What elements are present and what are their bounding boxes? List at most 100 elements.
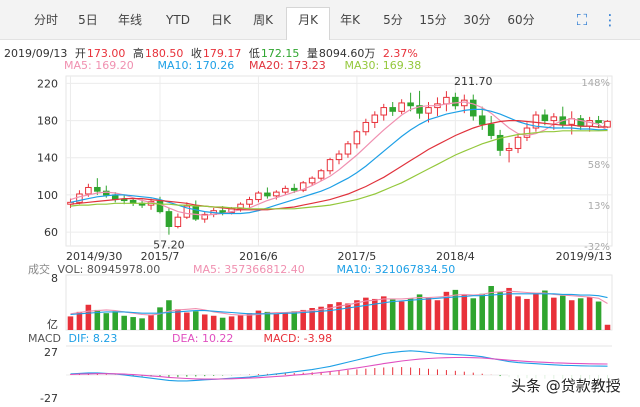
tab-9[interactable]: 15分 xyxy=(419,13,447,27)
volume-bar xyxy=(309,308,315,330)
tab-7[interactable]: 年K xyxy=(340,13,360,27)
candle-body xyxy=(559,116,567,125)
volume-bar xyxy=(542,290,548,330)
candle-body xyxy=(523,127,531,138)
volume-ticks: 8亿 xyxy=(47,272,58,331)
tab-4[interactable]: 日K xyxy=(211,13,231,27)
vol-ma10-legend: MA10: 321067834.50 xyxy=(336,263,456,276)
high-label: 高 xyxy=(132,47,144,60)
candle-body xyxy=(120,199,128,202)
volume-bar xyxy=(184,312,190,330)
candle-body xyxy=(76,193,83,203)
tab-11[interactable]: 60分 xyxy=(507,13,535,27)
volume-bar xyxy=(586,297,593,330)
low-value: 172.15 xyxy=(260,47,300,60)
tab-3[interactable]: YTD xyxy=(166,13,190,27)
open-value: 173.00 xyxy=(86,47,126,60)
price-y-ticks: 220 180 140 100 60 xyxy=(37,77,58,239)
candle-body xyxy=(264,192,271,197)
volume-bar xyxy=(291,311,298,330)
candle-body xyxy=(183,205,191,218)
volume-bar xyxy=(94,309,101,330)
volume-bar xyxy=(354,300,360,330)
volume-frame xyxy=(65,274,613,331)
volume-bar xyxy=(76,311,83,330)
settings-icon[interactable]: ⋮ xyxy=(602,11,618,29)
candle-body xyxy=(192,205,200,220)
quote-line: 2019/09/13 开173.00 高180.50 收179.17 低172.… xyxy=(4,45,422,61)
candle-body xyxy=(255,192,262,201)
candle-body xyxy=(407,102,414,107)
volume-bar xyxy=(130,317,136,330)
vol-ma5-legend: MA5: 357366812.40 xyxy=(193,263,305,276)
candle-body xyxy=(604,120,611,128)
candle-body xyxy=(568,118,575,125)
dif-legend: DIF: 8.23 xyxy=(68,332,118,345)
change-percent: 2.37% xyxy=(382,47,418,60)
tab-5[interactable]: 周K xyxy=(253,13,273,27)
ma30-legend: MA30: 169.38 xyxy=(344,59,422,72)
candle-body xyxy=(434,103,441,109)
price-percent-ticks: 148% 103% 58% 13% -32% xyxy=(581,78,610,253)
candle-body xyxy=(398,102,405,112)
candle-body xyxy=(103,190,110,196)
candle-body xyxy=(210,210,217,215)
ma5-line xyxy=(70,101,608,216)
macd-ticks: 27 -27 xyxy=(40,346,58,405)
low-label: 低 xyxy=(248,47,260,60)
candle-body xyxy=(496,134,504,151)
volume-bar xyxy=(416,294,423,330)
volume-bar xyxy=(282,312,289,330)
volume-bar xyxy=(604,324,611,330)
volume-ma10-line xyxy=(70,293,608,316)
volume-bar xyxy=(85,304,92,330)
ma20-legend: MA20: 173.23 xyxy=(249,59,326,72)
tab-0[interactable]: 分时 xyxy=(33,13,58,27)
candle-body xyxy=(505,147,513,151)
candle-body xyxy=(67,201,74,205)
candle-body xyxy=(335,153,343,161)
price-percent-tick: 58% xyxy=(588,160,610,171)
volume-bar xyxy=(559,295,566,330)
volume-ma-lines xyxy=(70,290,608,316)
volume-grid xyxy=(65,274,613,331)
candle-body xyxy=(550,116,558,122)
candlesticks xyxy=(67,90,611,235)
tab-8[interactable]: 5分 xyxy=(383,13,403,27)
volume-bar xyxy=(67,316,74,330)
candle-body xyxy=(228,208,235,214)
candle-body xyxy=(541,114,549,122)
macd-bottom-tick: -27 xyxy=(40,392,58,405)
volume-bar xyxy=(255,310,262,330)
candle-body xyxy=(586,120,593,127)
candle-body xyxy=(129,199,137,204)
volume-bar xyxy=(210,315,217,330)
candle-body xyxy=(461,99,468,107)
tab-6[interactable]: 月K xyxy=(286,7,330,40)
volume-bar xyxy=(300,309,306,330)
volume-bar xyxy=(506,287,512,330)
quote-date: 2019/09/13 xyxy=(4,47,68,60)
candle-body xyxy=(85,186,92,195)
volume-bar xyxy=(479,293,485,330)
candle-body xyxy=(371,114,379,123)
volume-bar xyxy=(577,298,584,330)
candle-body xyxy=(299,182,307,191)
period-tab-bar: 分时 5日 年线 YTD 日K 周K 月K 年K 5分 15分 30分 60分 ⛶ ⋮ xyxy=(0,0,640,40)
macd-grid xyxy=(66,345,612,376)
tab-2[interactable]: 年线 xyxy=(117,13,142,27)
ma30-line xyxy=(70,129,608,210)
price-y-tick: 220 xyxy=(37,77,58,90)
volume-bar xyxy=(166,300,172,330)
candle-body xyxy=(443,96,450,105)
tab-10[interactable]: 30分 xyxy=(463,13,491,27)
volume-bar xyxy=(551,297,557,330)
tab-1[interactable]: 5日 xyxy=(78,13,98,27)
volume-bar xyxy=(318,306,324,330)
candle-body xyxy=(326,159,334,172)
ma10-line xyxy=(70,108,608,215)
candle-body xyxy=(469,99,477,117)
volume-bar xyxy=(452,289,459,330)
volume-bar xyxy=(515,296,521,330)
fullscreen-icon[interactable]: ⛶ xyxy=(576,11,588,29)
